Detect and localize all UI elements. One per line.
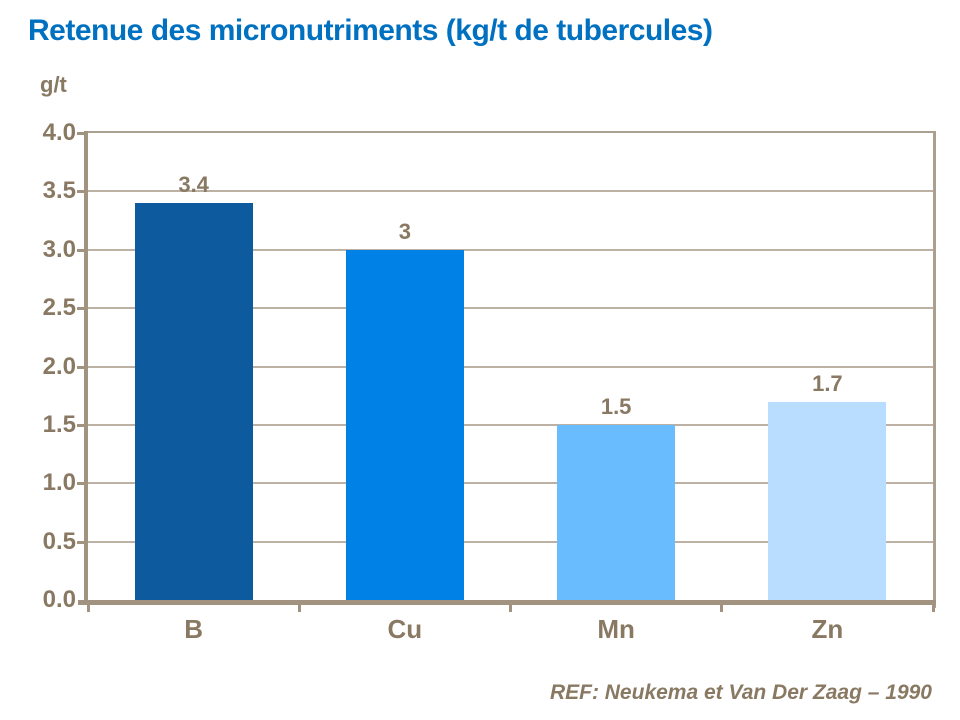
x-tick-mark-1 (297, 605, 301, 612)
x-tick-mark-3 (720, 605, 724, 612)
y-tick-label-4.0: 4.0 (42, 119, 76, 146)
bar-Zn (768, 401, 887, 600)
bar-value-label-Zn: 1.7 (812, 370, 843, 396)
y-tick-label-3.5: 3.5 (42, 177, 76, 205)
bar-value-label-B: 3.4 (178, 172, 209, 198)
bar-B (134, 203, 253, 600)
y-axis-unit-label: g/t (40, 72, 67, 97)
bar-Cu (345, 249, 464, 600)
bar-value-label-Cu: 3 (398, 218, 411, 244)
y-tick-mark-2.5 (77, 307, 84, 311)
y-tick-label-0.0: 0.0 (42, 586, 76, 613)
bar-Mn (557, 424, 676, 600)
x-tick-mark-end (931, 605, 935, 612)
x-tick-mark-2 (509, 605, 512, 612)
gridline-3.5 (88, 190, 933, 193)
x-axis-line (78, 600, 936, 605)
x-category-label-B: B (184, 614, 204, 644)
gridline-2.0 (88, 365, 933, 368)
y-tick-label-1.5: 1.5 (42, 410, 76, 438)
gridline-3.0 (88, 248, 933, 251)
y-tick-mark-3.5 (77, 190, 84, 194)
plot-border-right (933, 131, 936, 608)
y-tick-mark-4.0 (77, 132, 84, 135)
x-category-label-Mn: Mn (597, 614, 635, 644)
gridline-1.5 (88, 423, 933, 426)
y-axis-line (84, 131, 88, 605)
y-tick-mark-1.5 (77, 423, 84, 427)
plot-border-top (84, 131, 936, 134)
chart-title: Retenue des micronutriments (kg/t de tub… (28, 14, 713, 47)
y-tick-label-2.0: 2.0 (42, 352, 76, 380)
x-category-label-Cu: Cu (387, 614, 423, 644)
gridline-0.5 (88, 540, 933, 543)
y-tick-label-3.0: 3.0 (42, 235, 76, 263)
reference-text: REF: Neukema et Van Der Zaag – 1990 (549, 681, 932, 704)
x-tick-mark-0 (86, 605, 90, 612)
y-tick-mark-0.5 (77, 540, 84, 544)
y-tick-label-2.5: 2.5 (42, 294, 76, 322)
y-tick-mark-1.0 (77, 482, 84, 486)
gridline-1.0 (88, 482, 933, 485)
y-tick-label-0.5: 0.5 (42, 527, 76, 555)
plot-area: 3.4 3 1.5 1.7 (88, 133, 933, 600)
gridline-2.5 (88, 307, 933, 310)
x-category-label-Zn: Zn (811, 614, 844, 644)
bar-value-label-Mn: 1.5 (600, 393, 632, 419)
y-tick-mark-2.0 (77, 365, 84, 369)
y-tick-mark-3.0 (77, 248, 84, 252)
y-tick-label-1.0: 1.0 (42, 469, 76, 497)
